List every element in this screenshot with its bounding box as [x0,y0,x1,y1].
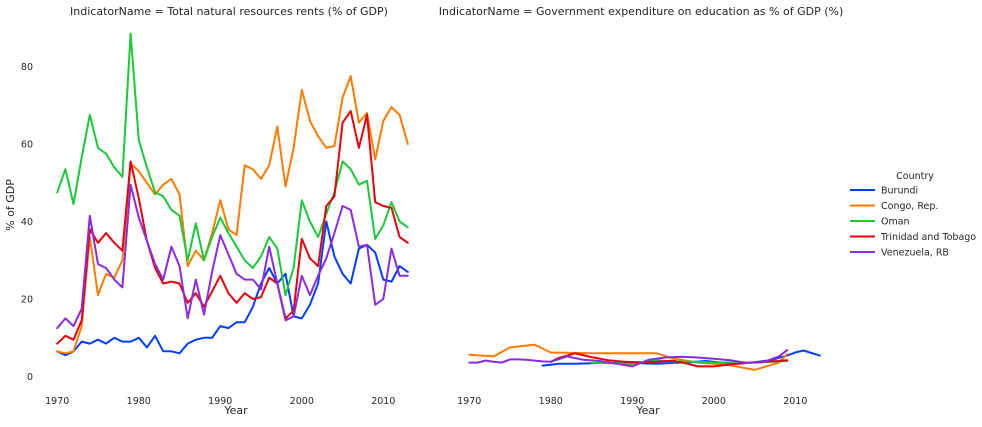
left-panel-plot: 1970 1980 1990 2000 2010 0 20 40 60 80 [21,32,409,407]
left-x-tick-label: 2010 [371,396,395,407]
right-panel-title: IndicatorName = Government expenditure o… [439,5,844,18]
left-x-tick-label: 1980 [127,396,151,407]
left-y-tick-label: 60 [21,140,33,151]
left-series-line-trinidad-and-tobago [56,110,409,345]
left-series-line-burundi [56,220,409,357]
right-x-tick-label: 1980 [539,396,563,407]
left-y-tick-label: 20 [21,295,33,306]
right-panel-plot: 1970 1980 1990 2000 2010 [457,343,821,407]
legend-label-congo-rep: Congo, Rep. [881,201,938,212]
left-panel-title: IndicatorName = Total natural resources … [70,5,388,18]
right-x-tick-label: 1970 [457,396,481,407]
legend-label-oman: Oman [881,217,910,228]
legend-label-burundi: Burundi [881,186,918,197]
right-x-tick-label: 1990 [620,396,644,407]
right-x-tick-label: 2000 [702,396,726,407]
right-series-line-congo-rep [468,343,789,371]
legend-label-venezuela-rb: Venezuela, RB [881,248,949,259]
left-series-line-congo-rep [56,75,409,355]
legend: Country Burundi Congo, Rep. Oman Trinidad a… [850,171,976,259]
left-x-tick-label: 1970 [45,396,69,407]
left-series-line-oman [56,32,409,297]
right-x-tick-label: 2010 [783,396,807,407]
left-y-tick-label: 40 [21,217,33,228]
right-series-line-venezuela-rb [468,349,789,368]
left-y-tick-label: 80 [21,62,33,73]
right-x-axis-label: Year [635,404,660,417]
left-y-axis-label: % of GDP [4,179,17,231]
left-x-axis-label: Year [223,404,248,417]
left-x-tick-label: 1990 [208,396,232,407]
left-x-tick-label: 2000 [290,396,314,407]
left-series-line-venezuela-rb [56,183,409,330]
legend-label-trinidad-and-tobago: Trinidad and Tobago [880,232,976,243]
left-y-tick-label: 0 [27,372,33,383]
legend-title: Country [896,171,934,182]
